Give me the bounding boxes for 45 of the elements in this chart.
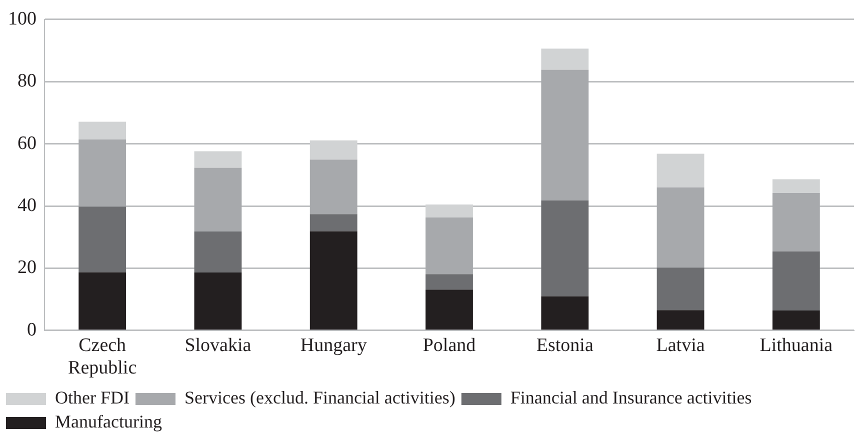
legend-label: Manufacturing <box>55 412 162 432</box>
x-tick-label: Estonia <box>536 334 594 356</box>
bar <box>426 218 473 274</box>
bar <box>772 179 820 193</box>
legend-label: Other FDI <box>55 388 130 408</box>
y-tick-label: 80 <box>18 70 36 92</box>
bar <box>310 140 358 160</box>
bar <box>194 151 242 168</box>
x-tick-label: Hungary <box>300 334 368 356</box>
x-tick-label: Lithuania <box>760 334 834 356</box>
bar <box>656 310 704 330</box>
y-tick-label: 40 <box>18 194 36 216</box>
bar <box>194 232 242 273</box>
y-tick-label: 100 <box>8 8 36 30</box>
bar <box>426 204 473 218</box>
x-tick-label: Latvia <box>656 334 706 356</box>
bar <box>78 206 126 272</box>
y-tick-label: 20 <box>18 257 36 278</box>
legend-label: Financial and Insurance activities <box>510 388 752 408</box>
y-tick-label: 60 <box>18 132 36 154</box>
bar <box>310 231 358 330</box>
bar <box>772 310 820 330</box>
bar <box>426 290 473 330</box>
bar <box>78 272 126 330</box>
y-tick-label: 0 <box>27 319 36 340</box>
bar <box>772 192 820 252</box>
bar <box>541 296 589 330</box>
bar <box>194 168 242 232</box>
bar <box>541 48 589 70</box>
bar <box>78 122 126 140</box>
bar <box>310 160 358 214</box>
x-tick-label: Czech Republic <box>68 334 137 379</box>
bar <box>656 187 704 268</box>
bar <box>426 274 473 290</box>
bar <box>541 200 589 296</box>
bar <box>194 272 242 330</box>
bar <box>772 251 820 310</box>
x-tick-label: Poland <box>422 334 476 356</box>
legend-label: Services (exclud. Financial activities) <box>184 388 456 408</box>
bar <box>310 214 358 232</box>
bar <box>541 70 589 200</box>
bar <box>78 139 126 207</box>
bar <box>656 154 704 188</box>
bar <box>656 268 704 310</box>
x-tick-label: Slovakia <box>184 334 252 356</box>
